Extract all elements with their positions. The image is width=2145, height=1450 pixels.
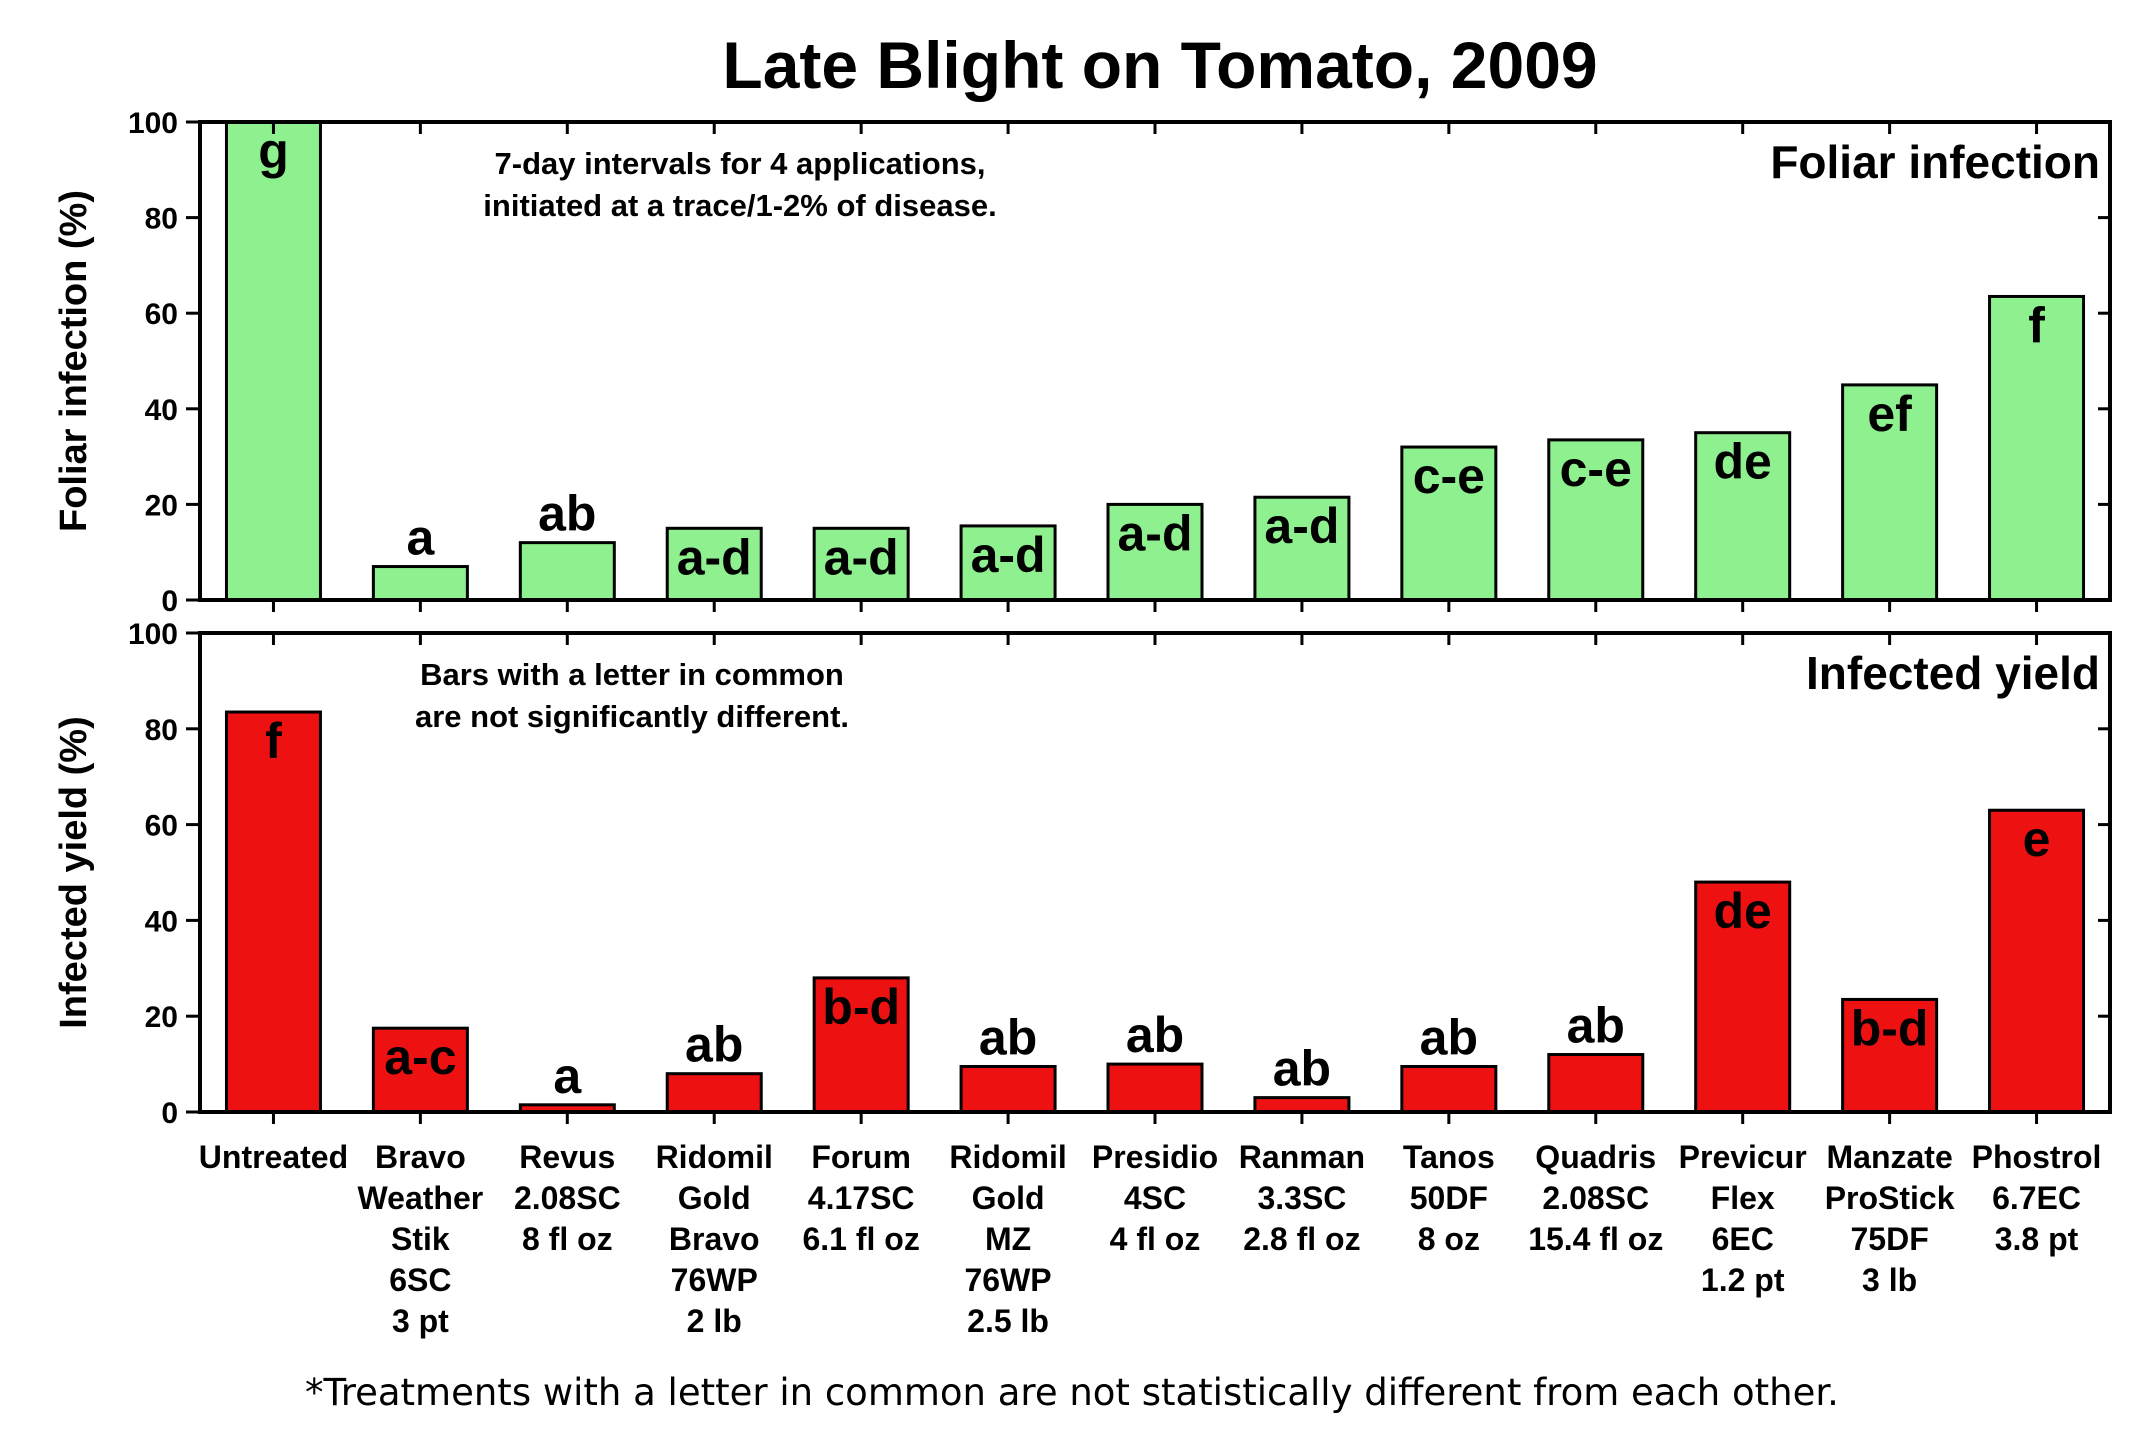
- bar-letter-label: de: [1714, 434, 1772, 490]
- category-label: Previcur Flex 6EC 1.2 pt: [1679, 1139, 1807, 1298]
- bar-letter-label: c-e: [1560, 441, 1632, 497]
- panel-2: f a-c a ab b-d ab ab ab ab ab de b-d e 0 20 40 60 80 100 In…: [53, 618, 2112, 1130]
- chart-title: Late Blight on Tomato, 2009: [722, 28, 1597, 102]
- y-tick-label: 20: [145, 1001, 178, 1034]
- bar-letter-label: a: [553, 1048, 582, 1104]
- category-label: Phostrol 6.7EC 3.8 pt: [1972, 1139, 2102, 1257]
- bar-letter-label: a-d: [971, 527, 1046, 583]
- footnote: *Treatments with a letter in common are …: [305, 1371, 1839, 1414]
- bar: [665, 526, 763, 602]
- bar-letter-label: a-d: [1118, 505, 1193, 561]
- category-label: Ridomil Gold MZ 76WP 2.5 lb: [949, 1139, 1066, 1339]
- bar-letter-label: a-d: [677, 529, 752, 585]
- bar-letter-label: ab: [1567, 998, 1625, 1054]
- bar: [1547, 438, 1645, 602]
- bar-letter-label: ab: [1420, 1009, 1478, 1065]
- bar-letter-label: a-c: [384, 1029, 456, 1085]
- bar: [518, 541, 616, 602]
- bar-letter-label: b-d: [1851, 1000, 1929, 1056]
- y-axis-label: Foliar infection (%): [53, 190, 95, 532]
- bar: [665, 1072, 763, 1114]
- y-tick-label: 40: [145, 905, 178, 938]
- panel-note-line: 7-day intervals for 4 applications,: [495, 146, 986, 181]
- bar: [1988, 294, 2086, 602]
- bar-letter-label: f: [265, 713, 282, 769]
- category-label: Ranman 3.3SC 2.8 fl oz: [1239, 1139, 1365, 1257]
- bar-letter-label: ef: [1867, 386, 1912, 442]
- category-label: Ridomil Gold Bravo 76WP 2 lb: [656, 1139, 773, 1339]
- category-label: Manzate ProStick 75DF 3 lb: [1825, 1139, 1955, 1298]
- y-tick-label: 80: [145, 714, 178, 747]
- category-label: Quadris 2.08SC 15.4 fl oz: [1528, 1139, 1663, 1257]
- panel-note-line: are not significantly different.: [415, 699, 849, 734]
- bar: [1694, 880, 1792, 1114]
- bar: [1253, 1096, 1351, 1114]
- bar: [959, 1064, 1057, 1114]
- y-tick-label: 80: [145, 203, 178, 236]
- category-label: Forum 4.17SC 6.1 fl oz: [802, 1139, 919, 1257]
- panel-note-line: Bars with a letter in common: [420, 657, 844, 692]
- bar-letter-label: a: [406, 510, 435, 566]
- bar-letter-label: ab: [1273, 1041, 1331, 1097]
- panel-note-line: initiated at a trace/1-2% of disease.: [483, 188, 996, 223]
- category-label: Tanos 50DF 8 oz: [1403, 1139, 1495, 1257]
- bar: [1547, 1053, 1645, 1114]
- bar: [1841, 383, 1939, 602]
- bar-letter-label: e: [2023, 811, 2051, 867]
- bar: [1694, 431, 1792, 602]
- panel-title: Infected yield: [1806, 647, 2100, 699]
- category-label: Revus 2.08SC 8 fl oz: [514, 1139, 621, 1257]
- bar: [1106, 1062, 1204, 1114]
- bar-letter-label: b-d: [822, 979, 900, 1035]
- bar-letter-label: ab: [685, 1017, 743, 1073]
- y-tick-label: 60: [145, 298, 178, 331]
- y-tick-label: 100: [128, 618, 178, 651]
- category-label: Untreated: [199, 1139, 348, 1175]
- y-tick-label: 100: [128, 107, 178, 140]
- panel-title: Foliar infection: [1770, 136, 2100, 188]
- y-tick-label: 40: [145, 394, 178, 427]
- y-tick-label: 20: [145, 489, 178, 522]
- bar-letter-label: ab: [1126, 1007, 1184, 1063]
- bar-letter-label: c-e: [1413, 448, 1485, 504]
- category-labels: Untreated Bravo Weather Stik 6SC 3 pt Revus 2.0…: [199, 1139, 2102, 1339]
- category-label: Presidio 4SC 4 fl oz: [1092, 1139, 1218, 1257]
- y-tick-label: 0: [161, 585, 178, 618]
- bar-letter-label: ab: [538, 486, 596, 542]
- chart-panels: ga aba-d a-d a-d a-d a-dc-e c-e deeff0204060801…: [53, 107, 2112, 1130]
- bar: [959, 524, 1057, 602]
- bar-letter-label: de: [1714, 883, 1772, 939]
- bar: [1400, 1064, 1498, 1114]
- bar: [371, 565, 469, 602]
- bar: [812, 976, 910, 1114]
- bar: [812, 526, 910, 602]
- y-axis-label: Infected yield (%): [53, 716, 95, 1029]
- y-tick-label: 0: [161, 1097, 178, 1130]
- bar-letter-label: f: [2028, 297, 2045, 353]
- panel-1: ga aba-d a-d a-d a-d a-dc-e c-e deeff0204060801…: [53, 107, 2112, 618]
- bar-letter-label: a-d: [824, 529, 899, 585]
- bar-letter-label: ab: [979, 1009, 1037, 1065]
- bar: [224, 120, 322, 602]
- category-label: Bravo Weather Stik 6SC 3 pt: [358, 1139, 484, 1339]
- y-tick-label: 60: [145, 810, 178, 843]
- bar-letter-label: a-d: [1264, 498, 1339, 554]
- bar: [224, 710, 322, 1114]
